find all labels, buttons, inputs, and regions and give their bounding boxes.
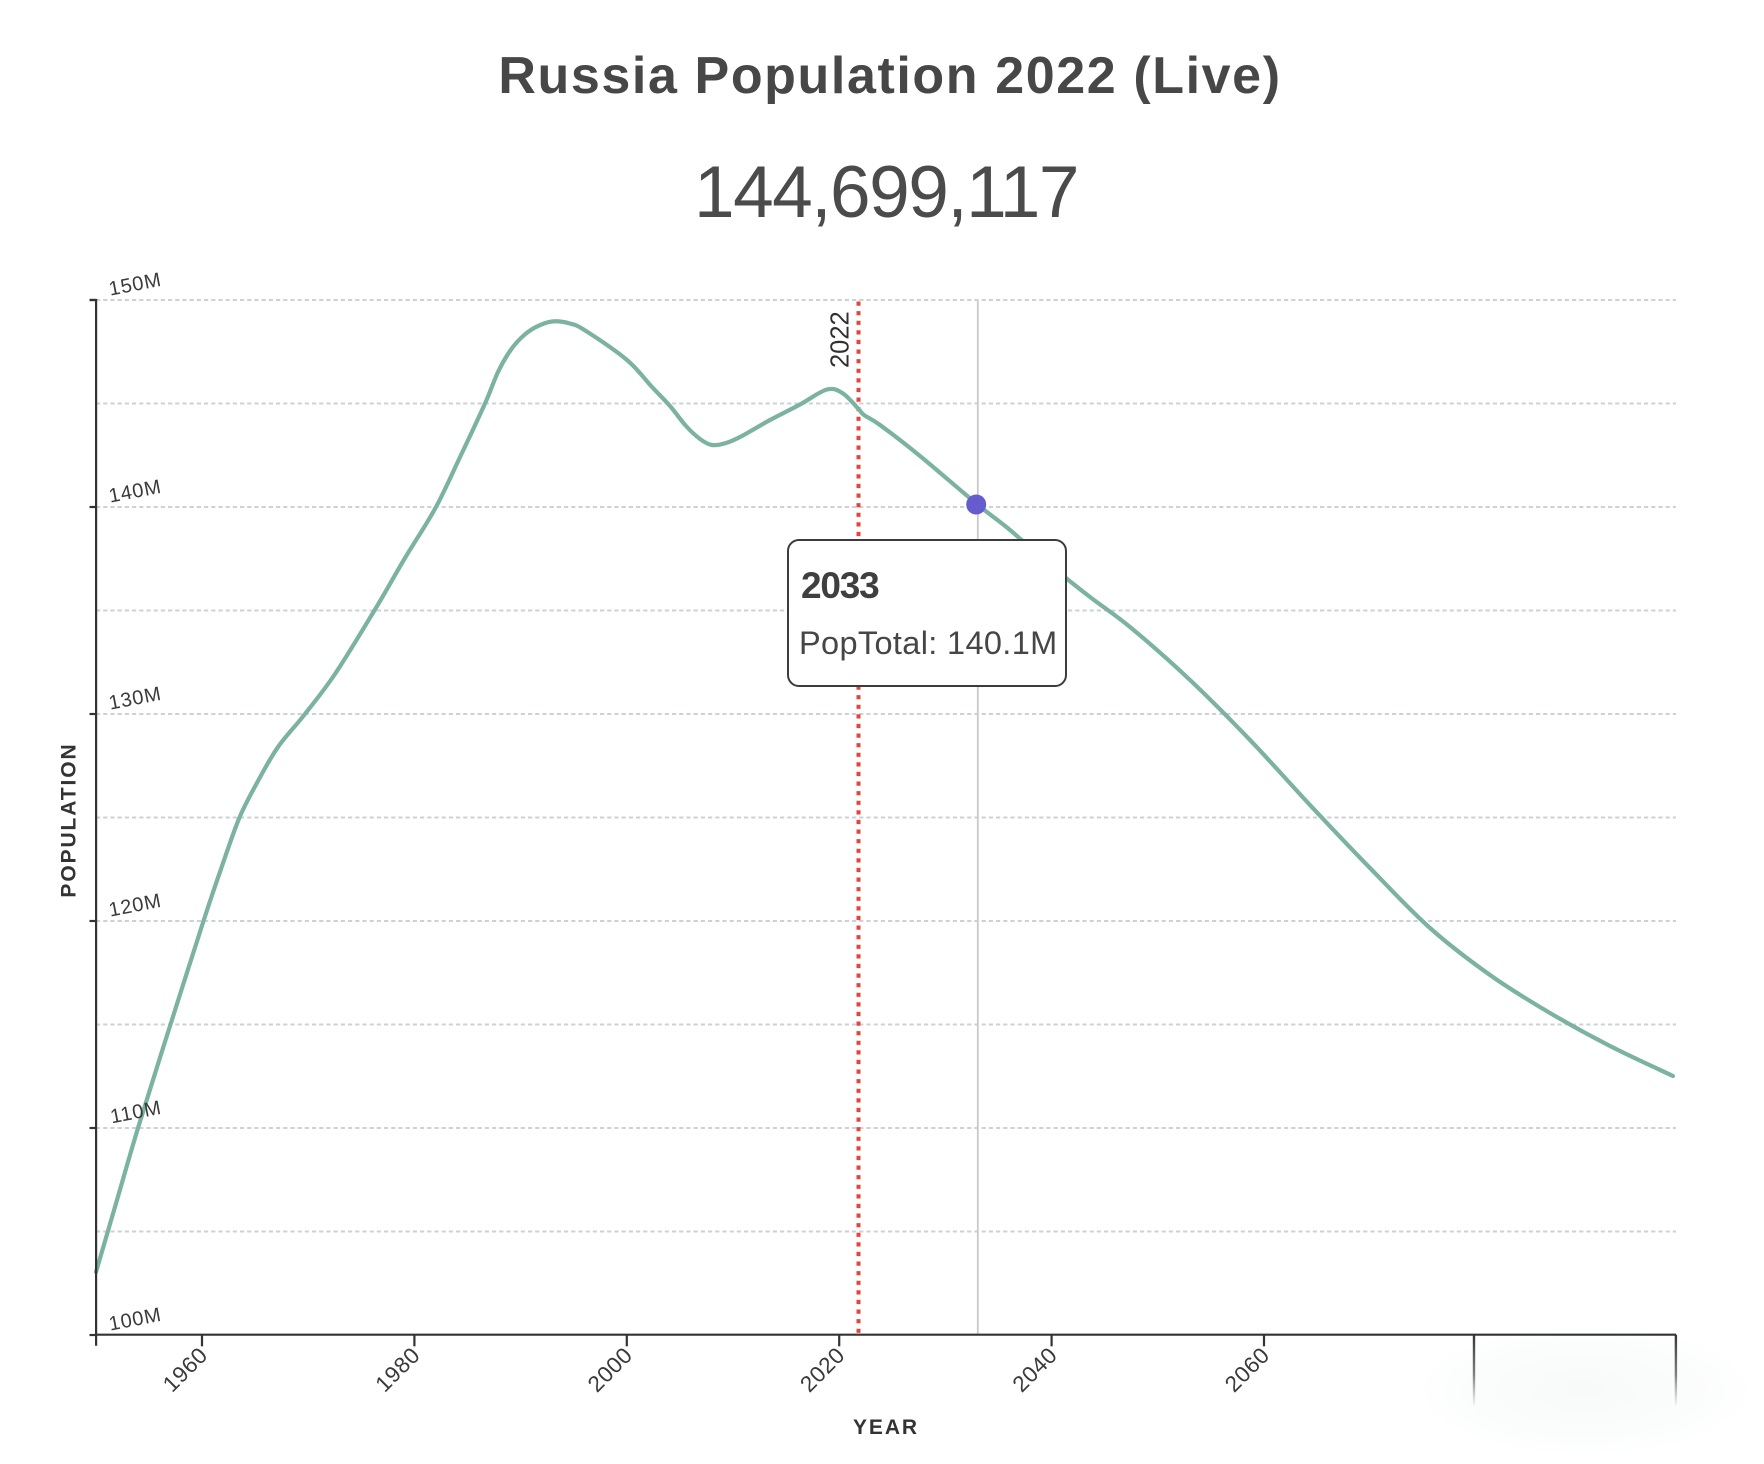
svg-text:1980: 1980 bbox=[370, 1342, 424, 1396]
svg-text:2060: 2060 bbox=[1220, 1342, 1274, 1396]
svg-text:110M: 110M bbox=[108, 1097, 163, 1128]
svg-text:2022: 2022 bbox=[827, 311, 855, 368]
svg-text:2000: 2000 bbox=[583, 1342, 637, 1396]
svg-text:1960: 1960 bbox=[158, 1342, 212, 1396]
svg-text:YEAR: YEAR bbox=[853, 1416, 919, 1439]
svg-text:2040: 2040 bbox=[1008, 1342, 1062, 1396]
svg-text:120M: 120M bbox=[107, 890, 163, 922]
svg-text:130M: 130M bbox=[107, 683, 163, 715]
svg-text:2020: 2020 bbox=[795, 1342, 849, 1396]
svg-text:100M: 100M bbox=[107, 1304, 163, 1336]
svg-text:POPULATION: POPULATION bbox=[58, 742, 81, 897]
svg-text:150M: 150M bbox=[107, 269, 163, 301]
svg-text:140M: 140M bbox=[107, 476, 163, 508]
